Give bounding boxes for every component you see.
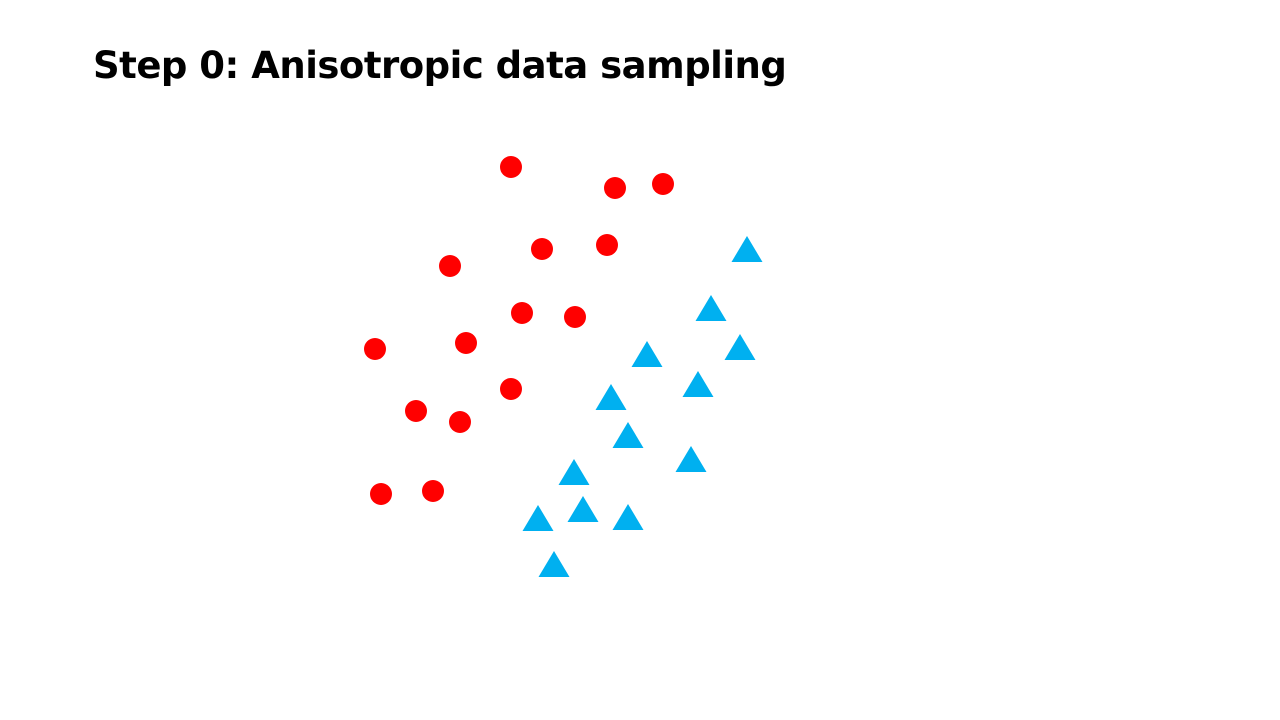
blue-triangle-point — [612, 504, 644, 530]
series-class-a — [364, 156, 674, 505]
red-circle-point — [531, 238, 553, 260]
red-circle-point — [500, 156, 522, 178]
blue-triangle-point — [538, 551, 570, 577]
blue-triangle-point — [522, 505, 554, 531]
red-circle-point — [652, 173, 674, 195]
red-circle-point — [439, 255, 461, 277]
red-circle-point — [511, 302, 533, 324]
blue-triangle-point — [695, 295, 727, 321]
red-circle-point — [405, 400, 427, 422]
blue-triangle-point — [731, 236, 763, 262]
red-circle-point — [364, 338, 386, 360]
red-circle-point — [500, 378, 522, 400]
red-circle-point — [564, 306, 586, 328]
blue-triangle-point — [595, 384, 627, 410]
blue-triangle-point — [724, 334, 756, 360]
red-circle-point — [449, 411, 471, 433]
red-circle-point — [455, 332, 477, 354]
blue-triangle-point — [682, 371, 714, 397]
red-circle-point — [370, 483, 392, 505]
slide-title: Step 0: Anisotropic data sampling — [93, 44, 787, 87]
blue-triangle-point — [567, 496, 599, 522]
red-circle-point — [604, 177, 626, 199]
blue-triangle-point — [631, 341, 663, 367]
blue-triangle-point — [612, 422, 644, 448]
blue-triangle-point — [675, 446, 707, 472]
blue-triangle-point — [558, 459, 590, 485]
red-circle-point — [422, 480, 444, 502]
series-class-b — [522, 236, 763, 577]
red-circle-point — [596, 234, 618, 256]
